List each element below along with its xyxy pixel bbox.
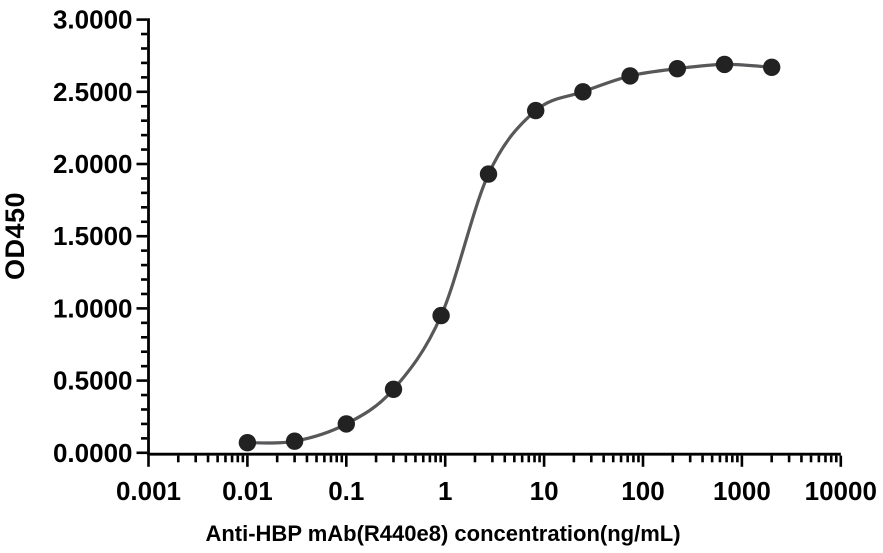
x-tick-label: 10000 xyxy=(805,476,877,506)
x-tick-label: 0.1 xyxy=(328,476,364,506)
y-tick-label: 2.0000 xyxy=(53,149,133,179)
x-axis-title: Anti-HBP mAb(R440e8) concentration(ng/mL… xyxy=(205,521,680,546)
y-axis-title: OD450 xyxy=(0,192,30,280)
data-point-marker xyxy=(763,58,781,76)
x-tick-label: 100 xyxy=(621,476,664,506)
data-point-marker xyxy=(285,432,304,450)
y-tick-label: 2.5000 xyxy=(53,77,133,107)
data-point-marker xyxy=(715,55,734,74)
data-point-marker xyxy=(479,165,498,183)
data-point-marker xyxy=(384,380,403,398)
x-tick-label: 0.001 xyxy=(116,476,181,506)
data-point-marker xyxy=(668,59,686,78)
y-tick-label: 0.5000 xyxy=(53,366,133,396)
data-point-marker xyxy=(621,67,639,85)
dose-response-curve xyxy=(245,62,774,445)
x-tick-label: 0.01 xyxy=(222,476,273,506)
data-point-marker xyxy=(574,83,592,101)
y-tick-label: 0.0000 xyxy=(53,438,133,468)
y-tick-label: 3.0000 xyxy=(53,5,133,35)
data-point-marker xyxy=(527,101,545,120)
x-tick-label: 1000 xyxy=(713,476,771,506)
data-point-marker xyxy=(432,306,450,325)
y-tick-label: 1.0000 xyxy=(53,293,133,323)
data-point-marker xyxy=(238,434,257,452)
data-point-marker xyxy=(337,415,355,433)
y-tick-label: 1.5000 xyxy=(53,221,133,251)
x-tick-label: 10 xyxy=(530,476,559,506)
x-tick-label: 1 xyxy=(438,476,452,506)
